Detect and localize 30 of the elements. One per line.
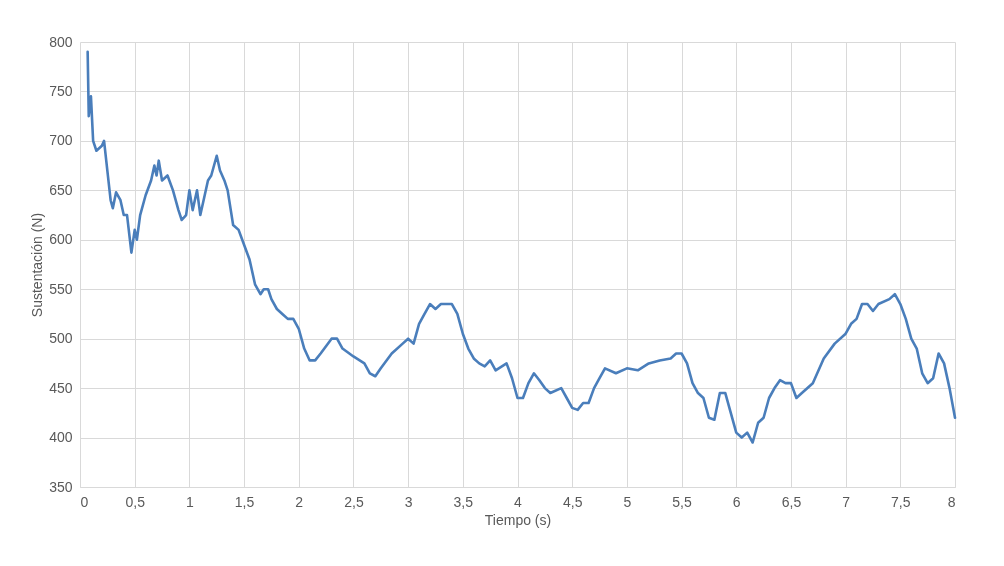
x-tick-label: 3 xyxy=(404,493,413,510)
y-tick-label: 500 xyxy=(49,330,73,347)
x-tick-label: 5,5 xyxy=(672,493,692,510)
x-tick-label: 7 xyxy=(842,493,851,510)
x-tick-label: 3,5 xyxy=(453,493,474,510)
y-tick-label: 350 xyxy=(49,478,73,495)
x-tick-label: 2,5 xyxy=(344,493,364,510)
y-tick-label: 400 xyxy=(49,429,73,446)
x-tick-label: 2 xyxy=(295,493,304,510)
y-tick-label: 700 xyxy=(49,132,73,149)
x-tick-label: 1,5 xyxy=(234,493,255,510)
x-tick-label: 8 xyxy=(947,493,956,510)
x-tick-label: 5 xyxy=(623,493,632,510)
y-tick-label: 750 xyxy=(49,82,73,99)
y-tick-label: 650 xyxy=(49,181,73,198)
x-tick-label: 7,5 xyxy=(891,493,911,510)
line-series xyxy=(86,50,957,444)
y-tick-label: 550 xyxy=(49,280,73,297)
y-tick-label: 450 xyxy=(49,379,73,396)
x-tick-label: 1 xyxy=(185,493,194,510)
y-tick-label: 600 xyxy=(49,231,73,248)
x-tick-label: 6 xyxy=(732,493,741,510)
y-tick-label: 800 xyxy=(49,33,73,50)
x-axis-title: Tiempo (s) xyxy=(484,511,552,528)
x-tick-label: 0 xyxy=(80,493,89,510)
x-tick-label: 4 xyxy=(514,493,523,510)
x-tick-label: 0,5 xyxy=(125,493,146,510)
y-axis-title: Sustentación (N) xyxy=(29,212,46,318)
x-tick-label: 4,5 xyxy=(562,493,583,510)
x-tick-label: 6,5 xyxy=(781,493,802,510)
